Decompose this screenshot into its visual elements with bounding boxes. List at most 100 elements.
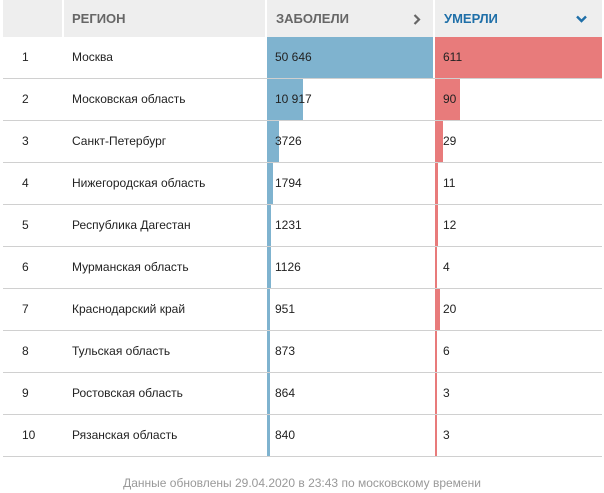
- deaths-bar: [435, 247, 437, 288]
- table-row: 6 Мурманская область 1126 4: [3, 247, 602, 289]
- row-region: Ростовская область: [72, 386, 183, 400]
- row-rank: 9: [22, 386, 29, 400]
- deaths-value: 3: [443, 386, 450, 400]
- deaths-value: 12: [443, 218, 457, 232]
- row-region: Мурманская область: [72, 260, 189, 274]
- deaths-cell: 90: [435, 79, 602, 120]
- chevron-down-icon: [576, 15, 587, 23]
- row-region: Санкт-Петербург: [72, 134, 167, 148]
- deaths-value: 29: [443, 134, 457, 148]
- deaths-cell: 6: [435, 331, 602, 372]
- row-region: Нижегородская область: [72, 176, 206, 190]
- row-rank: 1: [22, 50, 29, 64]
- row-rank: 10: [22, 428, 36, 442]
- deaths-cell: 29: [435, 121, 602, 162]
- cases-cell: 1231: [267, 205, 433, 246]
- row-region: Тульская область: [72, 344, 171, 358]
- cases-value: 873: [275, 344, 296, 358]
- deaths-cell: 20: [435, 289, 602, 330]
- update-note: Данные обновлены 29.04.2020 в 23:43 по м…: [123, 476, 481, 490]
- row-region: Рязанская область: [72, 428, 178, 442]
- cases-bar: [267, 163, 273, 204]
- deaths-cell: 611: [435, 37, 602, 78]
- cases-value: 10 917: [275, 92, 312, 106]
- row-region: Москва: [72, 50, 113, 64]
- table-row: 1 Москва 50 646 611: [3, 37, 602, 79]
- cases-cell: 864: [267, 373, 433, 414]
- cases-value: 951: [275, 302, 296, 316]
- cases-cell: 10 917: [267, 79, 433, 120]
- cases-cell: 50 646: [267, 37, 433, 78]
- deaths-bar: [435, 373, 437, 414]
- deaths-cell: 3: [435, 373, 602, 414]
- cases-bar: [267, 373, 270, 414]
- cases-cell: 951: [267, 289, 433, 330]
- deaths-value: 6: [443, 344, 450, 358]
- table-header: РЕГИОН ЗАБОЛЕЛИ УМЕРЛИ: [3, 0, 602, 37]
- cases-value: 864: [275, 386, 296, 400]
- cases-cell: 1794: [267, 163, 433, 204]
- regions-table: РЕГИОН ЗАБОЛЕЛИ УМЕРЛИ 1 Москва 50 646 611 2…: [3, 0, 602, 457]
- cases-bar: [267, 289, 271, 330]
- cases-bar: [267, 331, 270, 372]
- table-body: 1 Москва 50 646 611 2 Московская область 10 91…: [3, 37, 602, 457]
- cases-cell: 840: [267, 415, 433, 456]
- cases-cell: 3726: [267, 121, 433, 162]
- cases-value: 3726: [275, 134, 302, 148]
- table-row: 2 Московская область 10 917 90: [3, 79, 602, 121]
- deaths-cell: 12: [435, 205, 602, 246]
- cases-value: 1794: [275, 176, 302, 190]
- row-region: Республика Дагестан: [72, 218, 191, 232]
- deaths-bar: [435, 331, 437, 372]
- deaths-value: 90: [443, 92, 457, 106]
- deaths-value: 20: [443, 302, 457, 316]
- row-region: Московская область: [72, 92, 186, 106]
- row-rank: 6: [22, 260, 29, 274]
- table-row: 3 Санкт-Петербург 3726 29: [3, 121, 602, 163]
- row-rank: 2: [22, 92, 29, 106]
- cases-bar: [267, 247, 271, 288]
- deaths-cell: 4: [435, 247, 602, 288]
- header-cases-label: ЗАБОЛЕЛИ: [276, 11, 349, 26]
- cases-bar: [267, 37, 433, 78]
- table-row: 8 Тульская область 873 6: [3, 331, 602, 373]
- cases-cell: 1126: [267, 247, 433, 288]
- cases-value: 50 646: [275, 50, 312, 64]
- header-divider: [433, 0, 435, 37]
- row-rank: 3: [22, 134, 29, 148]
- deaths-bar: [435, 289, 441, 330]
- header-deaths-sort[interactable]: УМЕРЛИ: [444, 0, 599, 37]
- row-rank: 8: [22, 344, 29, 358]
- header-divider: [265, 0, 267, 37]
- deaths-bar: [435, 121, 443, 162]
- cases-bar: [267, 121, 280, 162]
- header-cases-sort[interactable]: ЗАБОЛЕЛИ: [276, 0, 431, 37]
- table-row: 5 Республика Дагестан 1231 12: [3, 205, 602, 247]
- chevron-right-icon: [413, 14, 421, 25]
- table-row: 10 Рязанская область 840 3: [3, 415, 602, 457]
- deaths-bar: [435, 163, 438, 204]
- row-rank: 4: [22, 176, 29, 190]
- deaths-bar: [435, 205, 439, 246]
- header-region: РЕГИОН: [72, 11, 126, 26]
- deaths-bar: [435, 79, 460, 120]
- cases-value: 1231: [275, 218, 302, 232]
- row-region: Краснодарский край: [72, 302, 186, 316]
- cases-bar: [267, 79, 303, 120]
- cases-cell: 873: [267, 331, 433, 372]
- cases-bar: [267, 415, 270, 456]
- row-rank: 7: [22, 302, 29, 316]
- deaths-bar: [435, 37, 602, 78]
- deaths-value: 611: [443, 50, 463, 64]
- deaths-cell: 3: [435, 415, 602, 456]
- row-rank: 5: [22, 218, 29, 232]
- table-row: 9 Ростовская область 864 3: [3, 373, 602, 415]
- table-row: 4 Нижегородская область 1794 11: [3, 163, 602, 205]
- cases-value: 840: [275, 428, 296, 442]
- header-deaths-label: УМЕРЛИ: [444, 11, 498, 26]
- deaths-value: 11: [443, 176, 456, 190]
- table-row: 7 Краснодарский край 951 20: [3, 289, 602, 331]
- deaths-value: 4: [443, 260, 450, 274]
- cases-bar: [267, 205, 272, 246]
- deaths-value: 3: [443, 428, 450, 442]
